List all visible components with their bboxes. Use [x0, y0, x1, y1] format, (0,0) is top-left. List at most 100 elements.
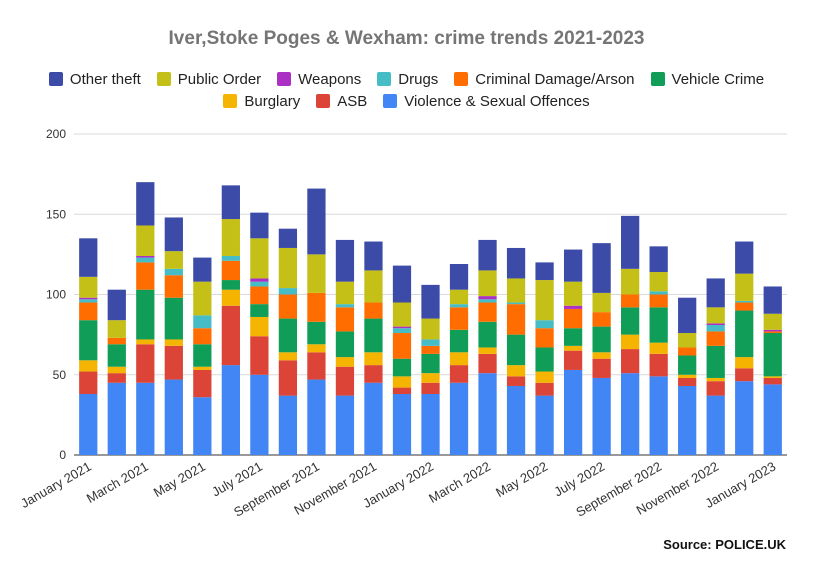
- bar-segment-violence-sexual-offences: [392, 394, 412, 455]
- bar-segment-drugs: [221, 255, 240, 261]
- bar-segment-other-theft: [79, 238, 98, 277]
- legend-item-drugs: Drugs: [377, 70, 438, 88]
- legend-swatch: [650, 72, 665, 86]
- bar-segment-public-order: [592, 292, 611, 313]
- bar-segment-asb: [706, 381, 725, 396]
- bar-segment-criminal-damage-arson: [221, 260, 240, 281]
- bar-segment-burglary: [678, 374, 697, 378]
- bar-segment-burglary: [649, 342, 668, 354]
- bar-segment-violence-sexual-offences: [164, 379, 183, 455]
- bar-segment-violence-sexual-offences: [107, 382, 126, 455]
- y-tick-label: 100: [46, 288, 66, 302]
- bar-segment-drugs: [735, 300, 754, 303]
- bar-segment-burglary: [307, 344, 326, 353]
- bar-segment-public-order: [678, 333, 697, 348]
- bar-segment-criminal-damage-arson: [592, 312, 611, 327]
- bar-segment-other-theft: [678, 297, 697, 334]
- legend-item-asb: ASB: [316, 92, 367, 110]
- x-tick-label: May 2021: [151, 459, 208, 501]
- bar-segment-drugs: [335, 304, 355, 308]
- bar-segment-violence-sexual-offences: [250, 374, 269, 455]
- bar-segment-criminal-damage-arson: [136, 262, 155, 290]
- bar-segment-vehicle-crime: [392, 358, 412, 377]
- bar-segment-violence-sexual-offences: [364, 382, 383, 455]
- bar-segment-asb: [278, 360, 298, 396]
- bar-segment-public-order: [307, 254, 326, 293]
- bar-segment-asb: [193, 369, 212, 398]
- bar-segment-drugs: [506, 302, 526, 305]
- legend-item-weapons: Weapons: [277, 70, 361, 88]
- bar-segment-asb: [621, 349, 640, 374]
- bar-segment-violence-sexual-offences: [307, 379, 326, 455]
- bar-segment-drugs: [706, 324, 725, 332]
- bar-segment-vehicle-crime: [278, 318, 298, 353]
- bar-segment-vehicle-crime: [563, 328, 583, 346]
- bar-segment-drugs: [421, 339, 440, 346]
- bar-segment-violence-sexual-offences: [706, 395, 725, 455]
- bar-segment-violence-sexual-offences: [193, 397, 212, 455]
- bar-segment-criminal-damage-arson: [478, 302, 497, 322]
- bar-segment-vehicle-crime: [164, 297, 183, 340]
- bar-segment-asb: [164, 345, 183, 380]
- bar-segment-other-theft: [735, 241, 754, 274]
- bar-segment-criminal-damage-arson: [193, 328, 212, 345]
- legend-item-burglary: Burglary: [223, 92, 300, 110]
- legend-swatch: [316, 94, 331, 108]
- bar-segment-public-order: [136, 225, 155, 256]
- bar-segment-asb: [649, 353, 668, 377]
- bar-segment-drugs: [164, 268, 183, 276]
- x-tick-label: March 2022: [426, 459, 493, 506]
- legend-item-violence-sexual-offences: Violence & Sexual Offences: [383, 92, 590, 110]
- bar-segment-drugs: [478, 299, 497, 303]
- legend-item-other-theft: Other theft: [48, 70, 141, 88]
- bar-segment-public-order: [506, 278, 526, 303]
- bar-segment-asb: [392, 387, 412, 395]
- bar-segment-other-theft: [307, 188, 326, 255]
- bar-segment-burglary: [335, 357, 355, 367]
- legend-swatch: [48, 72, 63, 86]
- bar-segment-other-theft: [164, 217, 183, 252]
- bar-segment-weapons: [250, 278, 269, 282]
- bar-segment-vehicle-crime: [335, 331, 355, 358]
- bar-segment-asb: [364, 365, 383, 383]
- bar-segment-weapons: [392, 326, 412, 329]
- bar-segment-drugs: [278, 288, 298, 295]
- bar-segment-weapons: [763, 329, 782, 332]
- bar-segment-asb: [335, 366, 355, 396]
- legend-label: Drugs: [398, 70, 439, 88]
- bar-segment-other-theft: [478, 239, 497, 271]
- bar-segment-burglary: [535, 371, 554, 383]
- bar-segment-asb: [478, 353, 497, 374]
- bar-segment-criminal-damage-arson: [563, 308, 583, 329]
- bar-segment-criminal-damage-arson: [621, 294, 640, 308]
- bar-segment-drugs: [136, 257, 155, 263]
- bar-segment-other-theft: [193, 257, 212, 282]
- legend-label: Public Order: [177, 70, 262, 88]
- bar-segment-weapons: [706, 323, 725, 325]
- bar-segment-other-theft: [335, 239, 355, 282]
- bar-segment-public-order: [478, 270, 497, 297]
- bar-segment-other-theft: [107, 289, 126, 321]
- bar-segment-other-theft: [563, 249, 583, 282]
- bar-segment-public-order: [221, 219, 240, 256]
- bar-segment-burglary: [392, 376, 412, 388]
- bar-segment-violence-sexual-offences: [449, 382, 469, 455]
- bar-segment-public-order: [649, 272, 668, 292]
- bar-segment-criminal-damage-arson: [335, 307, 355, 332]
- bar-segment-vehicle-crime: [506, 334, 526, 366]
- bar-segment-burglary: [364, 352, 383, 366]
- bar-segment-criminal-damage-arson: [164, 275, 183, 298]
- legend: Other theft Public Order Weapons Drugs Crimi…: [20, 70, 793, 110]
- bar-segment-burglary: [421, 373, 440, 383]
- bar-segment-criminal-damage-arson: [449, 307, 469, 330]
- bar-segment-burglary: [706, 377, 725, 382]
- bar-segment-asb: [506, 376, 526, 386]
- legend-item-public-order: Public Order: [156, 70, 262, 88]
- bar-segment-burglary: [193, 366, 212, 370]
- bar-segment-violence-sexual-offences: [421, 394, 440, 455]
- legend-item-criminal-damage-arson: Criminal Damage/Arson: [454, 70, 635, 88]
- bar-segment-criminal-damage-arson: [79, 302, 98, 321]
- bar-segment-vehicle-crime: [735, 310, 754, 358]
- legend-label: Vehicle Crime: [671, 70, 765, 88]
